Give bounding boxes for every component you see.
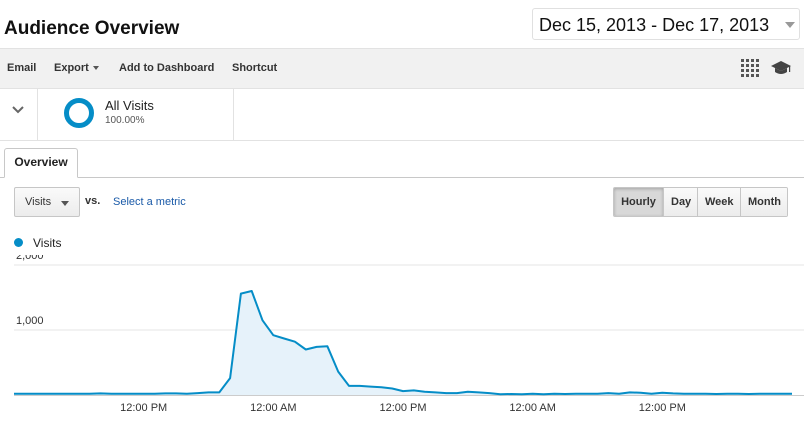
email-button[interactable]: Email (7, 62, 37, 74)
visits-line (14, 290, 792, 396)
chevron-down-icon (785, 22, 795, 28)
visits-chart: 2,000 1,000 12:00 PM 12:00 AM 12:00 PM 12:00 … (14, 255, 804, 414)
segment-ring-icon (64, 98, 94, 128)
y-tick-label: 2,000 (16, 255, 44, 262)
day-button[interactable]: Day (664, 188, 698, 216)
add-to-dashboard-button[interactable]: Add to Dashboard (119, 62, 215, 74)
y-tick-label: 1,000 (16, 315, 44, 327)
visits-area (14, 291, 792, 395)
tab-overview[interactable]: Overview (4, 148, 78, 178)
title-bar: Audience Overview Dec 15, 2013 - Dec 17,… (0, 0, 804, 48)
hourly-button[interactable]: Hourly (614, 188, 664, 216)
shortcut-button[interactable]: Shortcut (232, 62, 278, 74)
metric-select-value: Visits (25, 196, 52, 208)
graduation-cap-icon[interactable] (770, 60, 792, 76)
vs-label: vs. (85, 195, 101, 207)
export-button[interactable]: Export (54, 62, 99, 74)
tabs-divider (0, 177, 804, 178)
chevron-down-icon (12, 106, 24, 114)
export-label: Export (54, 62, 89, 74)
page-title: Audience Overview (4, 18, 180, 39)
date-range-label: Dec 15, 2013 - Dec 17, 2013 (539, 15, 770, 35)
report-toolbar: Email Export Add to Dashboard Shortcut (0, 48, 804, 89)
legend-dot-icon (14, 238, 23, 247)
caret-down-icon (61, 201, 69, 206)
segment-all-visits[interactable]: All Visits 100.00% (38, 89, 234, 140)
segment-bar: All Visits 100.00% (0, 89, 804, 141)
x-tick-label: 12:00 PM (639, 402, 686, 414)
metric-select[interactable]: Visits (14, 187, 80, 217)
segment-toggle[interactable] (0, 89, 38, 140)
x-tick-label: 12:00 PM (379, 402, 426, 414)
grid-icon[interactable] (741, 59, 759, 77)
caret-down-icon (92, 66, 99, 71)
select-metric-link[interactable]: Select a metric (113, 196, 186, 208)
segment-name: All Visits (105, 98, 154, 113)
x-tick-label: 12:00 AM (250, 402, 296, 414)
segment-percent: 100.00% (105, 115, 145, 126)
week-button[interactable]: Week (698, 188, 741, 216)
month-button[interactable]: Month (741, 188, 787, 216)
date-range-picker[interactable]: Dec 15, 2013 - Dec 17, 2013 (532, 8, 800, 40)
x-tick-label: 12:00 AM (509, 402, 555, 414)
legend-label: Visits (33, 236, 62, 250)
x-tick-label: 12:00 PM (120, 402, 167, 414)
granularity-toggle: Hourly Day Week Month (613, 187, 788, 217)
